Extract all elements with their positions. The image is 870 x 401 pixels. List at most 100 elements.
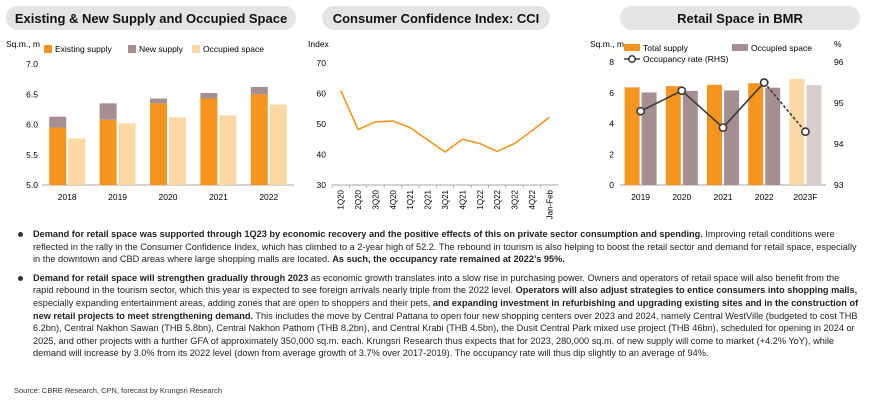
y-tick-label: 4 — [609, 119, 614, 129]
x-tick-label: 4Q20 — [389, 189, 398, 209]
bullet-2-run-4: especially expanding entertainment areas… — [33, 297, 433, 308]
x-tick-label: 2022 — [259, 192, 278, 202]
existing-supply-bar — [250, 94, 268, 185]
y-tick-label: 7.0 — [26, 59, 38, 69]
bullet-2-run-5: and expanding investment in refurbishing… — [33, 297, 859, 321]
new-supply-bar — [250, 86, 268, 95]
x-tick-label: 2018 — [58, 192, 77, 202]
occupied-space-bar — [682, 90, 698, 185]
x-tick-label: 4Q21 — [458, 189, 467, 209]
supply-occupied-chart: Sq.m., m 5.0 5.5 6.0 6.5 7.0 2018 2019 2020 2021 2… — [6, 39, 294, 202]
y-tick-label: 5.0 — [26, 180, 38, 190]
occupied-space-bar — [806, 85, 822, 185]
bullet-dot — [18, 232, 23, 237]
legend-marker — [628, 55, 636, 63]
existing-supply-bar — [200, 98, 218, 185]
y-tick-label: 30 — [317, 180, 327, 190]
x-tick-label: 3Q22 — [511, 189, 520, 209]
bullet-2-run-6: This includes the move by Central Pattan… — [33, 310, 858, 359]
x-tick-label: 2Q20 — [354, 189, 363, 209]
bullet-1-run-2: Improving retail conditions were reflect… — [33, 229, 857, 265]
x-tick-label: Jan-Feb — [545, 189, 554, 219]
occupancy-rate-line — [640, 81, 765, 129]
total-supply-bar — [789, 78, 805, 185]
legend-swatch — [624, 44, 640, 51]
occupied-space-bar — [269, 104, 287, 185]
y-axis-label-right: % — [834, 39, 842, 49]
occupancy-rate-point — [759, 78, 769, 87]
occupancy-rate-point — [677, 86, 687, 96]
occupancy-rate-point — [636, 106, 645, 116]
y-tick-label: 2 — [609, 149, 614, 159]
chart2-title: Consumer Confidence Index: CCI — [322, 6, 550, 30]
occupancy-rate-point — [800, 127, 810, 137]
new-supply-bar — [49, 116, 67, 128]
y-tick-label-right: 93 — [834, 180, 844, 190]
bullet-2-run-3: Operators will also adjust strategies to… — [515, 285, 858, 296]
y-tick-label: 8 — [609, 57, 614, 67]
y-axis-label: Sq.m., m — [6, 39, 40, 49]
occupancy-rate-point — [718, 123, 728, 132]
x-tick-label: 2019 — [108, 192, 127, 202]
x-tick-label: 1Q20 — [337, 189, 346, 209]
x-tick-label: 1Q22 — [476, 189, 485, 209]
legend-label: Occupied space — [751, 43, 812, 53]
occupied-space-bar — [765, 87, 781, 185]
existing-supply-bar — [150, 103, 167, 185]
x-tick-label: 3Q20 — [371, 189, 380, 209]
y-tick-label: 50 — [317, 119, 327, 129]
legend-label: Existing supply — [55, 44, 112, 54]
occupied-space-bar — [169, 117, 186, 185]
retail-space-bmr-chart: Sq.m., m % 0 2 4 6 8 93 94 95 96 2019 2020 2021 2022 20… — [590, 39, 844, 202]
bullet-2-run-1: Demand for retail space will strengthen … — [33, 272, 309, 283]
x-tick-label: 2022 — [755, 192, 774, 202]
x-tick-label: 1Q21 — [406, 189, 415, 209]
x-tick-label: 2021 — [714, 192, 733, 202]
chart1-title: Existing & New Supply and Occupied Space — [6, 6, 296, 30]
y-tick-label: 6.0 — [26, 120, 38, 130]
bullet-paragraph-1: Demand for retail space was supported th… — [14, 228, 860, 266]
x-tick-label: 2020 — [159, 192, 178, 202]
bullet-paragraph-2: Demand for retail space will strengthen … — [14, 272, 860, 360]
chart3-title: Retail Space in BMR — [620, 6, 860, 30]
commentary: Demand for retail space was supported th… — [14, 228, 860, 366]
total-supply-bar — [624, 87, 640, 185]
total-supply-bar — [748, 83, 764, 185]
legend-label: Total supply — [643, 43, 689, 53]
new-supply-bar — [99, 103, 117, 120]
bullet-text-2: Demand for retail space will strengthen … — [33, 273, 858, 359]
y-tick-label: 6.5 — [26, 89, 38, 99]
new-supply-bar — [150, 98, 167, 104]
legend-label: Occupied space — [203, 44, 264, 54]
legend-swatch — [44, 45, 52, 53]
y-tick-label: 70 — [317, 58, 327, 68]
occupied-space-bar — [641, 92, 657, 185]
x-tick-label: 4Q22 — [528, 189, 537, 209]
new-supply-bar — [200, 93, 218, 99]
bullet-1-run-3: As such, the occupancy rate remained at … — [332, 254, 565, 265]
occupied-space-bar — [68, 138, 86, 185]
y-tick-label: 40 — [317, 150, 327, 160]
bullet-2-run-2: as economic growth translates into a slo… — [33, 272, 840, 296]
y-tick-label-right: 95 — [834, 98, 844, 108]
existing-supply-bar — [49, 127, 67, 185]
y-tick-label-right: 96 — [834, 57, 844, 67]
legend-swatch — [732, 44, 748, 51]
y-axis-label: Sq.m., m — [590, 39, 624, 49]
source-note: Source: CBRE Research, CPN, forecast by … — [14, 386, 222, 395]
x-tick-label: 3Q21 — [441, 189, 450, 209]
y-tick-label-right: 94 — [834, 139, 844, 149]
x-tick-label: 2019 — [631, 192, 650, 202]
occupancy-rate-forecast-line — [763, 81, 807, 133]
total-supply-bar — [665, 86, 681, 185]
x-tick-label: 2021 — [209, 192, 228, 202]
existing-supply-bar — [99, 119, 117, 185]
y-tick-label: 6 — [609, 88, 614, 98]
legend-label: New supply — [139, 44, 184, 54]
x-tick-label: 2Q22 — [493, 189, 502, 209]
occupied-space-bar — [219, 115, 237, 185]
occupied-space-bar — [118, 123, 136, 185]
total-supply-bar — [707, 84, 722, 185]
cci-line — [339, 90, 550, 153]
bullet-1-run-1: Demand for retail space was supported th… — [33, 229, 703, 239]
